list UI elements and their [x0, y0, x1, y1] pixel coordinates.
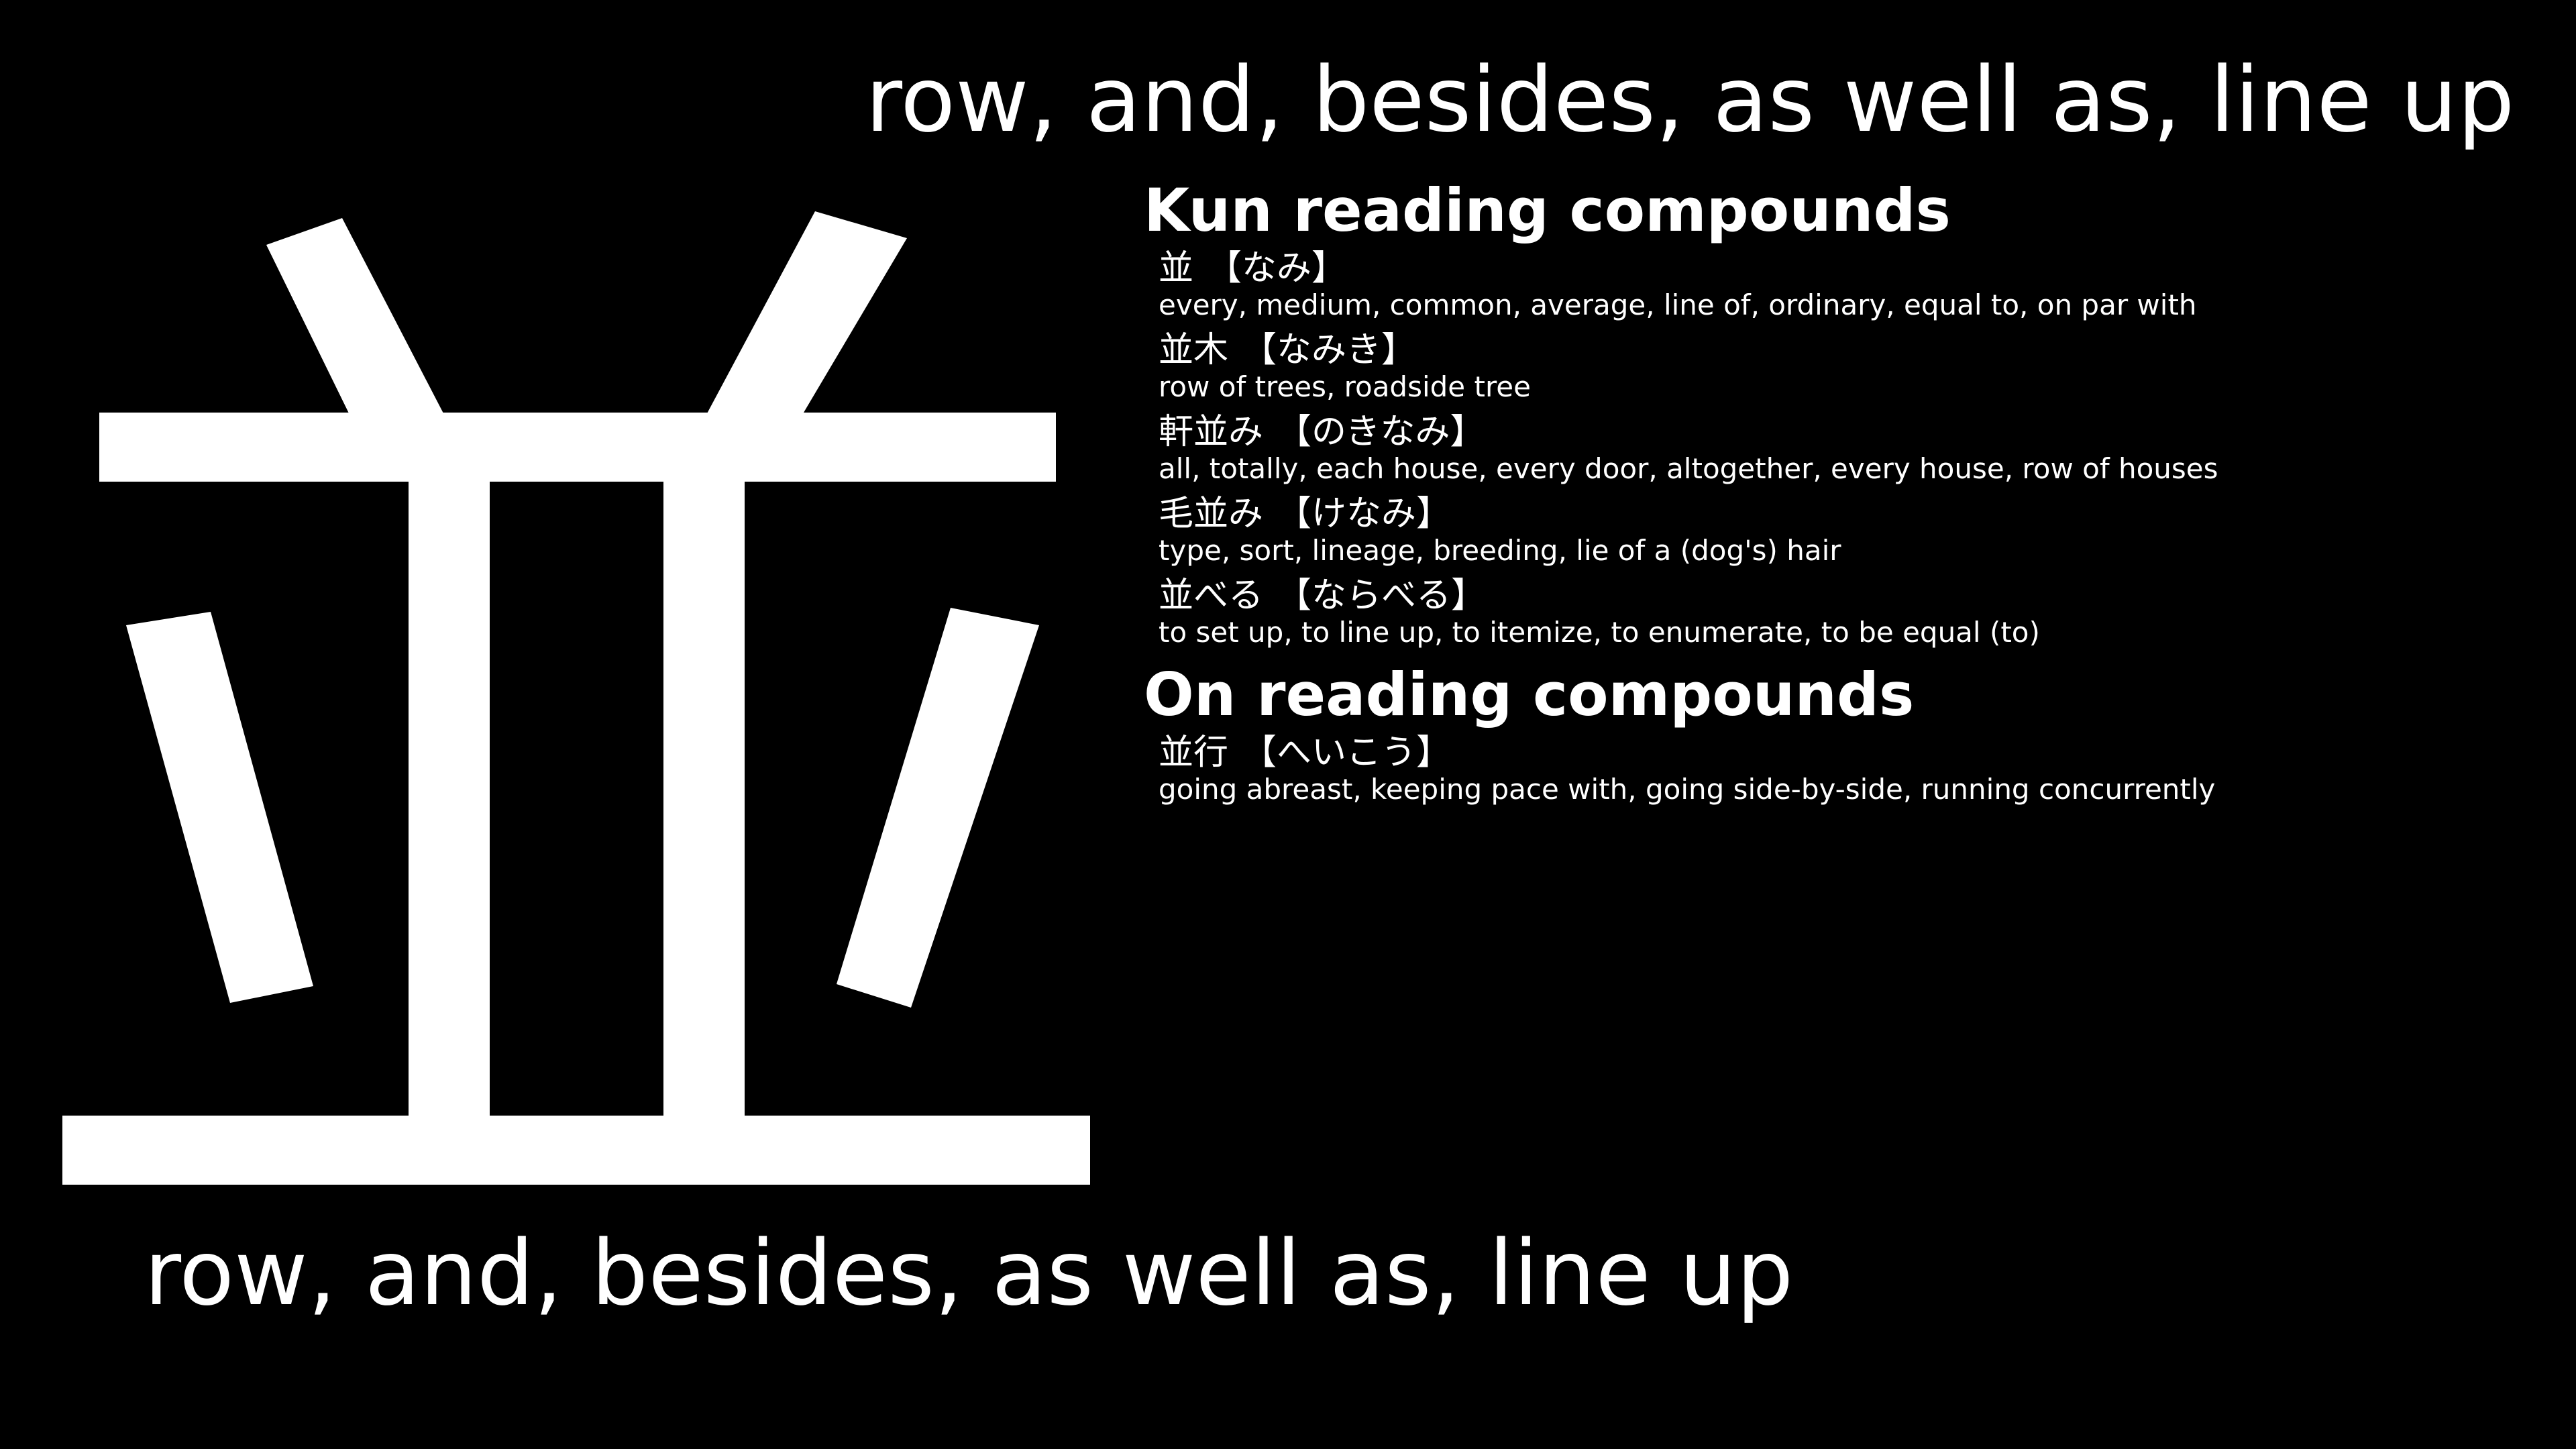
compounds-panel: Kun reading compounds 並【なみ】 every, mediu… [1144, 173, 2539, 814]
compound-word-line: 並べる 【ならべる】 [1159, 576, 2539, 616]
compound-word: 並木 [1159, 330, 1229, 370]
kun-compound-entry: 毛並み 【けなみ】 type, sort, lineage, breeding, … [1144, 494, 2539, 568]
kanji-glyph [62, 211, 1090, 1185]
compound-reading: 【のきなみ】 [1277, 412, 1485, 452]
compound-meaning: to set up, to line up, to itemize, to en… [1159, 616, 2040, 649]
compound-reading: 【なみ】 [1207, 248, 1347, 288]
on-reading-heading: On reading compounds [1144, 660, 1915, 729]
compound-word: 並べる [1159, 576, 1264, 616]
compound-word-line: 並木 【なみき】 [1159, 330, 2539, 370]
compound-word: 軒並み [1159, 412, 1264, 452]
compound-reading: 【ならべる】 [1277, 576, 1487, 616]
meaning-top: row, and, besides, as well as, line up [865, 48, 2515, 152]
compound-word: 毛並み [1159, 494, 1264, 534]
kun-reading-heading: Kun reading compounds [1144, 176, 1951, 245]
compound-word-line: 並行 【へいこう】 [1159, 733, 2539, 773]
compound-word: 並行 [1159, 733, 1229, 773]
compound-reading: 【なみき】 [1242, 330, 1417, 370]
compound-meaning: going abreast, keeping pace with, going … [1159, 773, 2216, 806]
compound-word: 並 [1159, 248, 1194, 288]
compound-word-line: 軒並み 【のきなみ】 [1159, 412, 2539, 452]
compound-reading: 【へいこう】 [1242, 733, 1452, 773]
compound-word-line: 並【なみ】 [1159, 248, 2539, 288]
kun-compound-entry: 並べる 【ならべる】 to set up, to line up, to item… [1144, 576, 2539, 649]
compound-meaning: all, totally, each house, every door, al… [1159, 452, 2218, 485]
kun-compound-entry: 並【なみ】 every, medium, common, average, li… [1144, 248, 2539, 322]
compound-word-line: 毛並み 【けなみ】 [1159, 494, 2539, 534]
kun-compound-entry: 軒並み 【のきなみ】 all, totally, each house, ever… [1144, 412, 2539, 486]
compound-meaning: row of trees, roadside tree [1159, 370, 1531, 403]
on-compound-entry: 並行 【へいこう】 going abreast, keeping pace wit… [1144, 733, 2539, 806]
compound-meaning: type, sort, lineage, breeding, lie of a … [1159, 534, 1841, 567]
kun-compound-entry: 並木 【なみき】 row of trees, roadside tree [1144, 330, 2539, 404]
compound-meaning: every, medium, common, average, line of,… [1159, 288, 2197, 321]
meaning-bottom: row, and, besides, as well as, line up [144, 1221, 1794, 1326]
compound-reading: 【けなみ】 [1277, 494, 1452, 534]
